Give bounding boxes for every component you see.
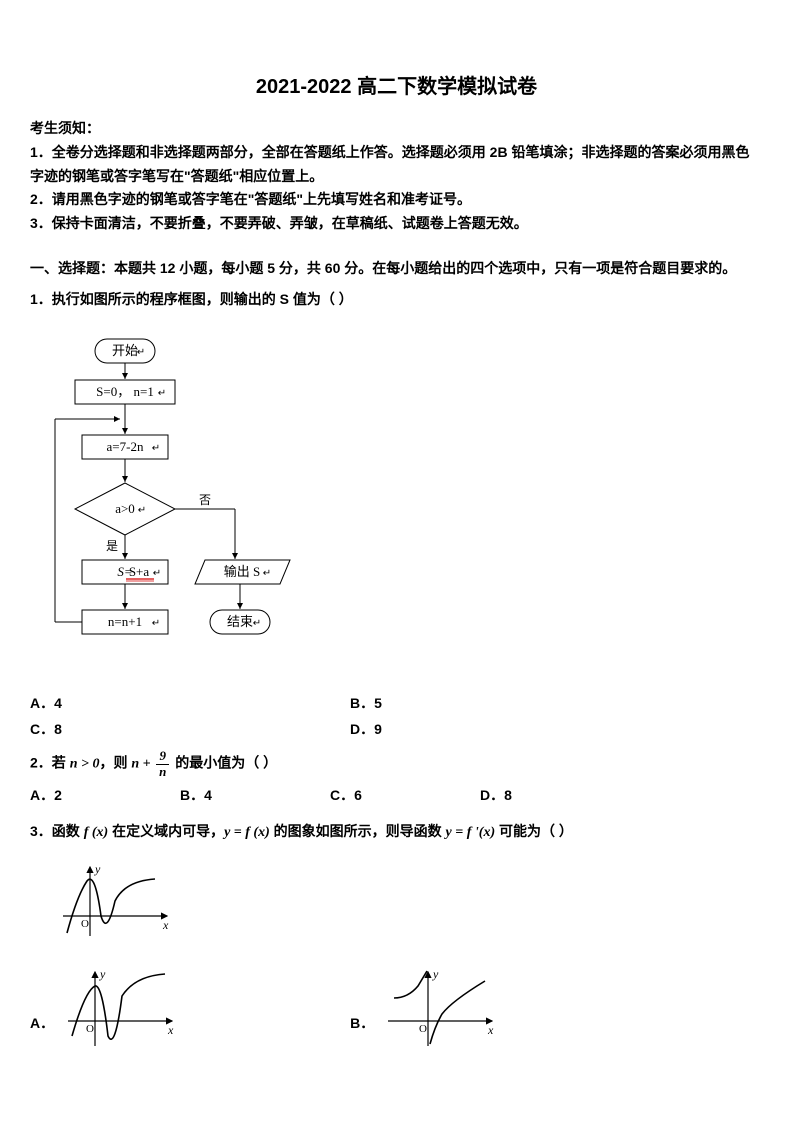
q3-suffix: 可能为（ ） bbox=[495, 823, 573, 839]
instructions-block: 考生须知： 1．全卷分选择题和非选择题两部分，全部在答题纸上作答。选择题必须用 … bbox=[30, 117, 763, 236]
svg-text:↵: ↵ bbox=[152, 443, 160, 454]
q2-option-c: C．6 bbox=[330, 785, 480, 805]
q2-prefix: 2．若 bbox=[30, 755, 70, 771]
q3-y-label: y bbox=[94, 862, 101, 876]
q3-mid2: 的图象如图所示，则导函数 bbox=[270, 823, 446, 839]
q3-option-b-label: B． bbox=[350, 1013, 374, 1051]
section-1-header: 一、选择题：本题共 12 小题，每小题 5 分，共 60 分。在每小题给出的四个… bbox=[30, 256, 763, 281]
q1-option-d: D．9 bbox=[350, 719, 382, 739]
q3-f1: f (x) bbox=[84, 825, 109, 840]
instruction-line-2: 2．请用黑色字迹的钢笔或答字笔在"答题纸"上先填写姓名和准考证号。 bbox=[30, 188, 763, 212]
svg-text:O: O bbox=[419, 1023, 427, 1035]
q3-text: 3．函数 f (x) 在定义域内可导，y = f (x) 的图象如图所示，则导函… bbox=[30, 819, 763, 845]
q1-options-row1: A．4 B．5 bbox=[30, 693, 763, 713]
q2-frac-num: 9 bbox=[156, 749, 169, 764]
q2-fraction: 9n bbox=[156, 749, 169, 779]
flow-no: 否 bbox=[199, 493, 211, 507]
q3-given-graph: y x O bbox=[55, 861, 175, 941]
svg-text:↵: ↵ bbox=[263, 568, 271, 579]
flow-cond: a>0 bbox=[115, 501, 135, 516]
svg-text:O: O bbox=[86, 1023, 94, 1035]
flow-inc: n=n+1 bbox=[108, 614, 142, 629]
instruction-line-3: 3．保持卡面清洁，不要折叠，不要弄破、弄皱，在草稿纸、试题卷上答题无效。 bbox=[30, 212, 763, 236]
q3-options-row: A． y x O B． y x O bbox=[30, 966, 763, 1051]
svg-text:y: y bbox=[432, 967, 439, 981]
svg-text:↵: ↵ bbox=[153, 568, 161, 579]
svg-text:↵: ↵ bbox=[137, 347, 145, 358]
flow-start: 开始 bbox=[112, 343, 138, 358]
q1-text: 1．执行如图所示的程序框图，则输出的 S 值为（ ） bbox=[30, 287, 763, 312]
q2-cond: n > 0 bbox=[70, 757, 100, 772]
q1-option-b: B．5 bbox=[350, 693, 382, 713]
q2-text: 2．若 n > 0，则 n + 9n 的最小值为（ ） bbox=[30, 749, 763, 779]
svg-text:↵: ↵ bbox=[158, 388, 166, 399]
svg-text:↵: ↵ bbox=[152, 618, 160, 629]
instruction-line-1: 1．全卷分选择题和非选择题两部分，全部在答题纸上作答。选择题必须用 2B 铅笔填… bbox=[30, 141, 763, 189]
q1-option-a: A．4 bbox=[30, 693, 350, 713]
svg-text:↵: ↵ bbox=[253, 618, 261, 629]
q2-option-a: A．2 bbox=[30, 785, 180, 805]
flow-calc: a=7-2n bbox=[107, 439, 144, 454]
q3-option-a-label: A． bbox=[30, 1013, 54, 1051]
q2-mid: ，则 bbox=[99, 755, 131, 771]
q3-option-b-graph: y x O bbox=[380, 966, 500, 1051]
svg-text:x: x bbox=[487, 1023, 494, 1037]
svg-text:↵: ↵ bbox=[138, 505, 146, 516]
svg-text:y: y bbox=[99, 967, 106, 981]
q1-option-c: C．8 bbox=[30, 719, 350, 739]
q2-option-d: D．8 bbox=[480, 785, 630, 805]
flow-yes: 是 bbox=[106, 539, 118, 553]
q1-options-row2: C．8 D．9 bbox=[30, 719, 763, 739]
exam-page: 2021-2022 高二下数学模拟试卷 考生须知： 1．全卷分选择题和非选择题两… bbox=[0, 0, 793, 1081]
q2-options: A．2 B．4 C．6 D．8 bbox=[30, 785, 763, 805]
q3-y1: y = f (x) bbox=[224, 825, 270, 840]
page-title: 2021-2022 高二下数学模拟试卷 bbox=[30, 70, 763, 99]
q2-option-b: B．4 bbox=[180, 785, 330, 805]
flow-init: S=0， n=1 bbox=[96, 384, 154, 399]
q1-flowchart: 开始 ↵ S=0， n=1 ↵ a=7-2n ↵ a>0 ↵ 是 否 bbox=[40, 334, 320, 664]
q2-expr-pre: n + bbox=[131, 757, 154, 772]
svg-text:x: x bbox=[167, 1023, 174, 1037]
q3-y2: y = f '(x) bbox=[446, 825, 496, 840]
svg-text:S+a: S+a bbox=[129, 564, 150, 579]
q3-x-label: x bbox=[162, 918, 169, 932]
q3-mid1: 在定义域内可导， bbox=[108, 823, 224, 839]
q3-origin: O bbox=[81, 918, 89, 930]
flow-out: 输出 S bbox=[224, 564, 260, 579]
instructions-heading: 考生须知： bbox=[30, 117, 763, 141]
q2-frac-den: n bbox=[156, 765, 169, 779]
q2-suffix: 的最小值为（ ） bbox=[171, 755, 277, 771]
flow-end: 结束 bbox=[227, 614, 253, 629]
q3-option-a-graph: y x O bbox=[60, 966, 180, 1051]
q3-prefix: 3．函数 bbox=[30, 823, 84, 839]
